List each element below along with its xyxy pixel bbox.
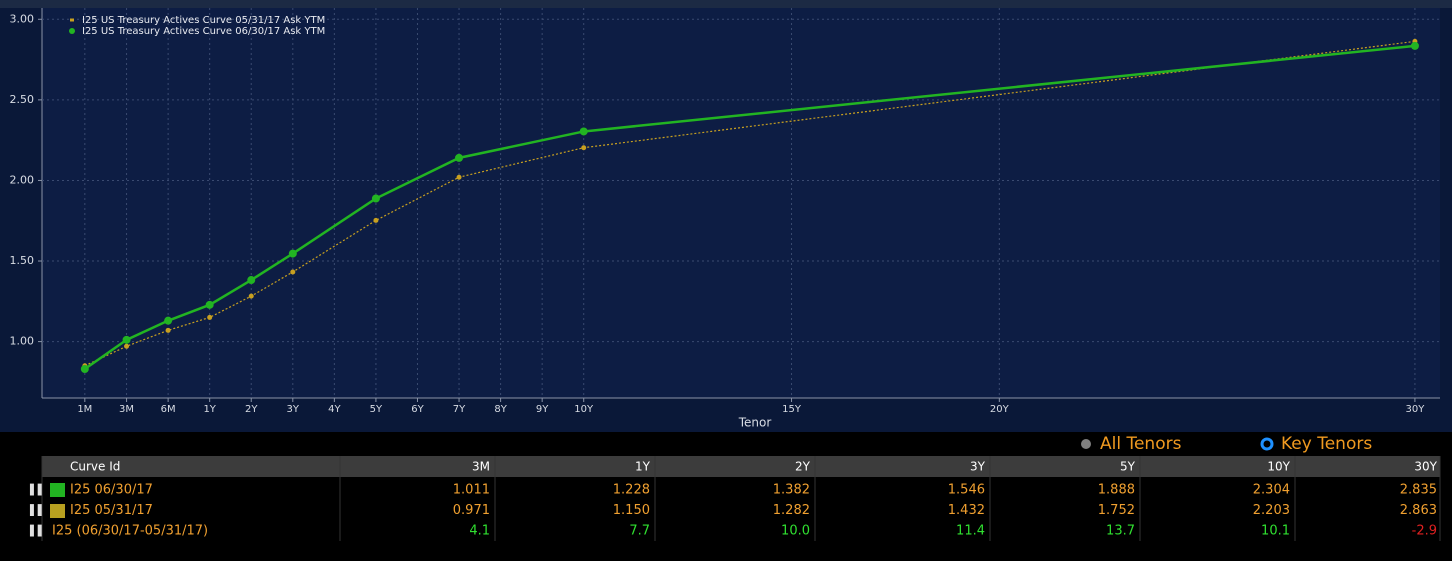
curve-cell: I25 06/30/17	[70, 483, 153, 498]
key-tenors[interactable]: Key Tenors	[1281, 434, 1372, 454]
swatch	[50, 483, 65, 497]
x-tick-label: 3M	[119, 404, 134, 415]
y-tick-label: 1.00	[10, 335, 35, 348]
point	[122, 335, 131, 344]
value-cell: 10.1	[1261, 524, 1290, 539]
curve-cell: I25 05/31/17	[70, 503, 153, 518]
point	[124, 343, 130, 349]
value-cell: 2.304	[1253, 483, 1290, 498]
x-tick-label: 6M	[161, 404, 176, 415]
header-cell: 30Y	[1414, 460, 1437, 474]
header-cell: 1Y	[635, 460, 651, 474]
x-tick-label: 3Y	[287, 404, 300, 415]
series-line	[84, 40, 1415, 367]
value-cell: 1.011	[453, 483, 490, 498]
tenor-toggle: All Tenors Key Tenors	[1081, 434, 1372, 454]
x-axis-label: Tenor	[738, 416, 772, 430]
top-strip	[0, 0, 1452, 8]
value-cell: 11.4	[956, 524, 985, 539]
x-tick-label: 4Y	[328, 404, 341, 415]
table: Curve Id 3M 1Y 2Y 3Y 5Y 10Y 30Y ▌▌ I25 06/30/17 1.…	[29, 456, 1441, 541]
y-tick-label: 2.50	[10, 93, 35, 106]
radio-all[interactable]	[1081, 439, 1091, 449]
x-tick-label: 1M	[77, 404, 92, 415]
y-tick-label: 3.00	[10, 12, 35, 25]
point	[247, 276, 256, 285]
x-tick-label: 6Y	[411, 404, 424, 415]
point	[581, 145, 587, 151]
header-cell: 5Y	[1120, 460, 1136, 474]
x-tick-label: 20Y	[990, 404, 1010, 415]
point	[165, 327, 171, 333]
legend-marker	[70, 18, 74, 22]
x-tick-label: 7Y	[453, 404, 466, 415]
legend-label: I25 US Treasury Actives Curve 05/31/17 A…	[82, 15, 325, 26]
plot-area	[42, 8, 1440, 398]
table-header-bg	[42, 456, 1440, 477]
row-icon: ▌▌	[29, 483, 45, 496]
x-tick-label: 8Y	[494, 404, 507, 415]
point	[290, 269, 296, 275]
value-cell: -2.9	[1412, 524, 1437, 539]
swatch	[50, 504, 65, 518]
x-tick-label: 15Y	[782, 404, 802, 415]
value-cell: 1.228	[613, 483, 650, 498]
all-tenors[interactable]: All Tenors	[1100, 434, 1182, 454]
value-cell: 1.888	[1098, 483, 1135, 498]
header-cell: Curve Id	[70, 460, 120, 474]
value-cell: 2.863	[1400, 503, 1437, 518]
x-tick-label: 5Y	[370, 404, 383, 415]
value-cell: 13.7	[1106, 524, 1135, 539]
point	[80, 364, 89, 373]
value-cell: 4.1	[469, 524, 490, 539]
point	[579, 127, 588, 136]
point	[1410, 41, 1419, 50]
value-cell: 7.7	[629, 524, 650, 539]
point	[371, 194, 380, 203]
point	[456, 174, 462, 180]
value-cell: 1.150	[613, 503, 650, 518]
series-line	[84, 44, 1416, 371]
header-cell: 3Y	[970, 460, 986, 474]
legend-label: I25 US Treasury Actives Curve 06/30/17 A…	[82, 26, 325, 37]
value-cell: 2.835	[1400, 483, 1437, 498]
value-cell: 1.382	[773, 483, 810, 498]
point	[455, 153, 464, 162]
y-tick-label: 2.00	[10, 173, 35, 186]
header-cell: 10Y	[1267, 460, 1290, 474]
legend-marker	[69, 28, 75, 34]
x-tick-label: 1Y	[203, 404, 216, 415]
point	[205, 300, 214, 309]
x-tick-label: 10Y	[574, 404, 594, 415]
x-tick-label: 2Y	[245, 404, 258, 415]
value-cell: 1.752	[1098, 503, 1135, 518]
value-cell: 1.546	[948, 483, 985, 498]
header-cell: 2Y	[795, 460, 811, 474]
row-icon: ▌▌	[29, 504, 45, 517]
value-cell: 1.282	[773, 503, 810, 518]
value-cell: 2.203	[1253, 503, 1290, 518]
header-cell: 3M	[472, 460, 490, 474]
point	[373, 217, 379, 223]
value-cell: 0.971	[453, 503, 490, 518]
point	[207, 314, 213, 320]
x-tick-label: 9Y	[536, 404, 549, 415]
point	[248, 293, 254, 299]
row-icon: ▌▌	[29, 524, 45, 537]
point	[164, 316, 173, 325]
x-tick-label: 30Y	[1405, 404, 1425, 415]
value-cell: 10.0	[781, 524, 810, 539]
y-tick-label: 1.50	[10, 254, 35, 267]
value-cell: 1.432	[948, 503, 985, 518]
radio-key[interactable]	[1260, 437, 1274, 451]
curve-cell: I25 (06/30/17-05/31/17)	[52, 524, 208, 539]
point	[288, 249, 297, 258]
